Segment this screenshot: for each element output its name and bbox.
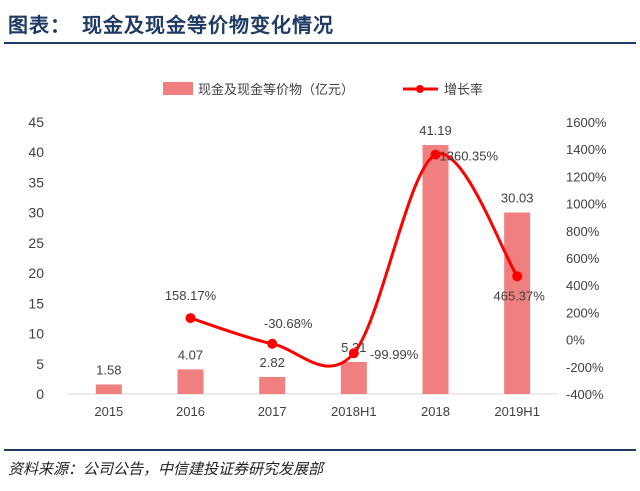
bar-value-label: 30.03 [501,190,534,205]
y-right-tick-label: 1000% [566,197,607,212]
y-right-tick-label: 400% [566,278,600,293]
source-note: 资料来源：公司公告，中信建投证券研究发展部 [8,460,324,478]
header-divider [4,42,636,44]
growth-rate-point [348,348,359,359]
bar [422,145,449,394]
x-tick-label: 2018H1 [331,404,377,419]
growth-rate-label: 1360.35% [440,149,499,164]
y-left-tick-label: 0 [36,386,44,402]
y-right-tick-label: 1600% [566,115,607,130]
figure-header: 图表： 现金及现金等价物变化情况 [0,0,640,44]
y-left-tick-label: 15 [28,295,44,311]
bar-value-label: 2.82 [260,355,285,370]
y-right-tick-label: 1200% [566,169,607,184]
y-left-tick-label: 40 [28,144,44,160]
growth-rate-label: -99.99% [370,347,419,362]
footer-divider [4,449,636,451]
legend-bar-swatch [163,82,193,95]
y-left-tick-label: 20 [28,265,44,281]
growth-rate-label: -30.68% [264,316,313,331]
bar [95,384,122,394]
legend-line-marker [416,85,424,93]
growth-rate-point [185,313,196,324]
growth-rate-point [430,149,441,160]
y-right-tick-label: -200% [566,360,604,375]
growth-rate-point [267,338,278,349]
x-tick-label: 2016 [176,404,205,419]
bar [259,376,286,394]
combo-chart: 现金及现金等价物（亿元） 增长率 0 5 10 15 20 25 30 35 40 45 -400% -2… [28,82,607,419]
bar [340,361,367,394]
y-right-tick-label: 600% [566,251,600,266]
growth-rate-label: 158.17% [165,288,217,303]
bar [177,369,204,394]
growth-rate-line [190,152,519,368]
y-right-tick-label: 1400% [566,142,607,157]
y-left-tick-label: 25 [28,235,44,251]
bar [504,212,531,394]
x-tick-label: 2017 [258,404,287,419]
legend-bar-label: 现金及现金等价物（亿元） [198,82,354,97]
bar-value-label: 41.19 [419,123,452,138]
legend-line-label: 增长率 [444,82,483,97]
growth-rate-label: 465.37% [494,288,546,303]
x-tick-label: 2015 [94,404,123,419]
y-right-tick-label: 0% [566,333,585,348]
y-left-tick-label: 10 [28,326,44,342]
x-tick-label: 2019H1 [494,404,540,419]
y-left-tick-label: 5 [36,356,44,372]
y-right-tick-label: 200% [566,305,600,320]
y-right-tick-label: -400% [566,387,604,402]
x-tick-label: 2018 [421,404,450,419]
bar-value-label: 1.58 [96,362,121,377]
growth-rate-point [512,271,523,282]
y-left-tick-label: 35 [28,174,44,190]
y-left-tick-label: 30 [28,205,44,221]
figure-title: 图表： 现金及现金等价物变化情况 [8,13,334,37]
y-right-tick-label: 800% [566,224,600,239]
y-left-tick-label: 45 [28,114,44,130]
bar-value-label: 4.07 [178,347,203,362]
